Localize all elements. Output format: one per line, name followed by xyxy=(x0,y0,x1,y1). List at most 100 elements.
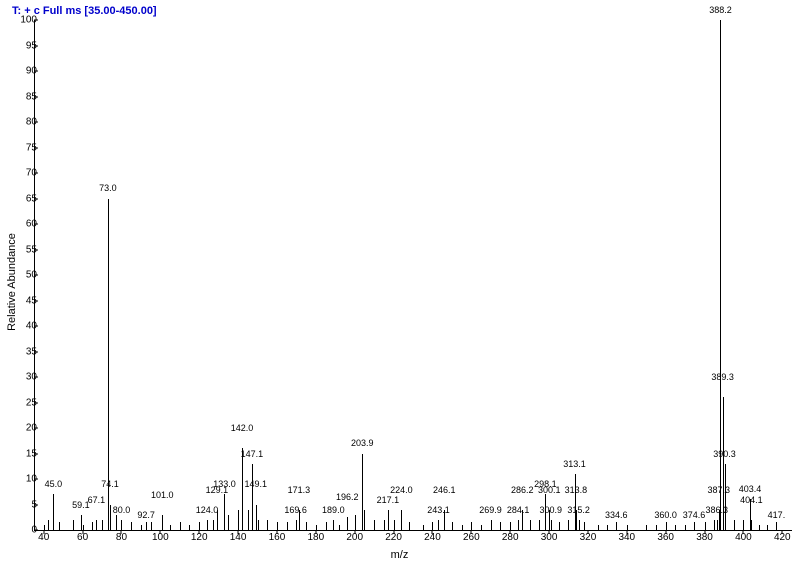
noise-peak xyxy=(92,522,93,530)
ms-peak xyxy=(110,505,111,531)
ms-peak xyxy=(347,517,348,530)
noise-peak xyxy=(306,522,307,530)
ytick-mark xyxy=(34,428,38,429)
peak-label: 389.3 xyxy=(711,372,734,382)
ytick-mark xyxy=(34,20,38,21)
peak-label: 417. xyxy=(768,510,786,520)
ytick-mark xyxy=(34,122,38,123)
ms-peak xyxy=(333,520,334,530)
peak-label: 171.3 xyxy=(288,485,311,495)
ms-peak xyxy=(388,510,389,530)
ytick-mark xyxy=(34,198,38,199)
peak-label: 73.0 xyxy=(99,183,117,193)
ms-peak xyxy=(53,494,54,530)
peak-label: 203.9 xyxy=(351,438,374,448)
ms-peak xyxy=(518,520,519,530)
ms-peak xyxy=(579,520,580,530)
peak-label: 169.6 xyxy=(284,505,307,515)
peak-label: 243.1 xyxy=(427,505,450,515)
xtick-mark xyxy=(43,530,44,534)
xtick-mark xyxy=(626,530,627,534)
ms-peak xyxy=(207,520,208,530)
noise-peak xyxy=(287,522,288,530)
x-axis-line xyxy=(34,530,792,531)
noise-peak xyxy=(151,522,152,530)
peak-label: 269.9 xyxy=(479,505,502,515)
peak-label: 284.1 xyxy=(507,505,530,515)
noise-peak xyxy=(48,520,49,530)
xtick-mark xyxy=(782,530,783,534)
ytick-mark xyxy=(34,71,38,72)
noise-peak xyxy=(73,520,74,530)
noise-peak xyxy=(714,520,715,530)
mass-spectrum-plot: 45.059.167.173.074.180.092.7101.0124.012… xyxy=(34,20,792,530)
ms-peak xyxy=(751,520,752,530)
noise-peak xyxy=(705,522,706,530)
noise-peak xyxy=(102,520,103,530)
noise-peak xyxy=(326,522,327,530)
ms-peak xyxy=(121,520,122,530)
peak-label: 67.1 xyxy=(88,495,106,505)
ms-peak xyxy=(401,510,402,530)
ytick-mark xyxy=(34,530,38,531)
peak-label: 404.1 xyxy=(740,495,763,505)
xtick-mark xyxy=(315,530,316,534)
peak-label: 388.2 xyxy=(709,5,732,15)
y-axis-label: Relative Abundance xyxy=(6,233,18,331)
ms-peak xyxy=(146,522,147,530)
ms-peak xyxy=(444,510,445,530)
ytick-mark xyxy=(34,96,38,97)
noise-peak xyxy=(384,520,385,530)
peak-label: 360.0 xyxy=(654,510,677,520)
noise-peak xyxy=(277,522,278,530)
noise-peak xyxy=(743,520,744,530)
ms-peak xyxy=(299,510,300,530)
ytick-mark xyxy=(34,326,38,327)
xtick-mark xyxy=(510,530,511,534)
peak-label: 313.8 xyxy=(565,485,588,495)
peak-label: 189.0 xyxy=(322,505,345,515)
xtick-mark xyxy=(393,530,394,534)
ytick-mark xyxy=(34,351,38,352)
noise-peak xyxy=(364,510,365,530)
ms-peak xyxy=(256,505,257,531)
ms-peak xyxy=(776,522,777,530)
ytick-mark xyxy=(34,504,38,505)
ms-peak xyxy=(224,494,225,530)
xtick-mark xyxy=(432,530,433,534)
peak-label: 300.1 xyxy=(538,485,561,495)
noise-peak xyxy=(500,522,501,530)
noise-peak xyxy=(131,522,132,530)
noise-peak xyxy=(355,515,356,530)
xtick-mark xyxy=(704,530,705,534)
peak-label: 374.6 xyxy=(683,510,706,520)
ms-peak xyxy=(694,522,695,530)
xtick-mark xyxy=(160,530,161,534)
ytick-mark xyxy=(34,377,38,378)
xtick-mark xyxy=(354,530,355,534)
peak-label: 101.0 xyxy=(151,490,174,500)
ms-peak xyxy=(217,510,218,530)
noise-peak xyxy=(432,522,433,530)
ms-peak xyxy=(717,520,718,530)
noise-peak xyxy=(530,520,531,530)
peak-label: 286.2 xyxy=(511,485,534,495)
noise-peak xyxy=(180,522,181,530)
ytick-mark xyxy=(34,45,38,46)
noise-peak xyxy=(228,515,229,530)
ytick-mark xyxy=(34,224,38,225)
ytick-mark xyxy=(34,402,38,403)
xtick-mark xyxy=(743,530,744,534)
ms-peak xyxy=(666,522,667,530)
noise-peak xyxy=(452,522,453,530)
ms-peak xyxy=(522,510,523,530)
ms-peak xyxy=(723,397,724,530)
peak-label: 45.0 xyxy=(45,479,63,489)
peak-label: 147.1 xyxy=(241,449,264,459)
noise-peak xyxy=(59,522,60,530)
xtick-mark xyxy=(587,530,588,534)
peak-label: 217.1 xyxy=(377,495,400,505)
peak-label: 315.2 xyxy=(567,505,590,515)
xtick-mark xyxy=(665,530,666,534)
ms-peak xyxy=(96,520,97,530)
